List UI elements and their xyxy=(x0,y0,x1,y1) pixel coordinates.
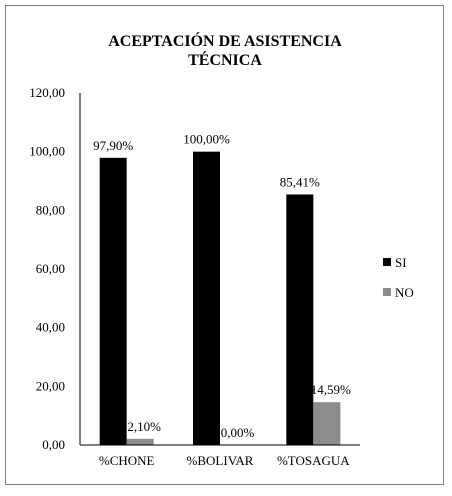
legend-label-si: SI xyxy=(395,255,407,270)
x-tick-label: %BOLIVAR xyxy=(187,453,254,468)
y-tick-label: 60,00 xyxy=(36,261,65,276)
bars-group xyxy=(99,151,341,445)
y-tick-label: 20,00 xyxy=(36,378,65,393)
legend: SI NO xyxy=(383,255,414,300)
bar-si xyxy=(193,151,220,445)
data-labels-group: 97,90% 2,10% 100,00% 0,00% 85,41% 14,59% xyxy=(93,132,351,440)
legend-swatch-si xyxy=(383,258,391,266)
data-label-no: 2,10% xyxy=(127,419,161,434)
data-label-si: 97,90% xyxy=(93,138,133,153)
data-label-si: 100,00% xyxy=(183,132,230,147)
legend-label-no: NO xyxy=(395,285,414,300)
y-tick-label: 40,00 xyxy=(36,320,65,335)
y-axis-ticks: 0,00 20,00 40,00 60,00 80,00 100,00 120,00 xyxy=(29,85,65,452)
chart-title-line-1: ACEPTACIÓN DE ASISTENCIA xyxy=(108,31,342,50)
bar-no xyxy=(126,438,154,445)
x-tick-label: %TOSAGUA xyxy=(277,453,350,468)
data-label-no: 14,59% xyxy=(311,382,351,397)
x-tick-label: %CHONE xyxy=(99,453,155,468)
bar-no xyxy=(313,402,341,445)
y-tick-label: 120,00 xyxy=(29,85,65,100)
bar-si xyxy=(286,194,314,445)
bar-si xyxy=(99,157,127,445)
chart-title-line-2: TÉCNICA xyxy=(188,50,262,69)
legend-swatch-no xyxy=(383,288,391,296)
x-axis-ticks: %CHONE %BOLIVAR %TOSAGUA xyxy=(99,453,350,468)
data-label-si: 85,41% xyxy=(280,174,320,189)
chart-frame xyxy=(5,5,444,485)
y-tick-label: 100,00 xyxy=(29,144,65,159)
data-label-no: 0,00% xyxy=(221,425,255,440)
y-tick-label: 0,00 xyxy=(42,437,65,452)
y-tick-label: 80,00 xyxy=(36,202,65,217)
